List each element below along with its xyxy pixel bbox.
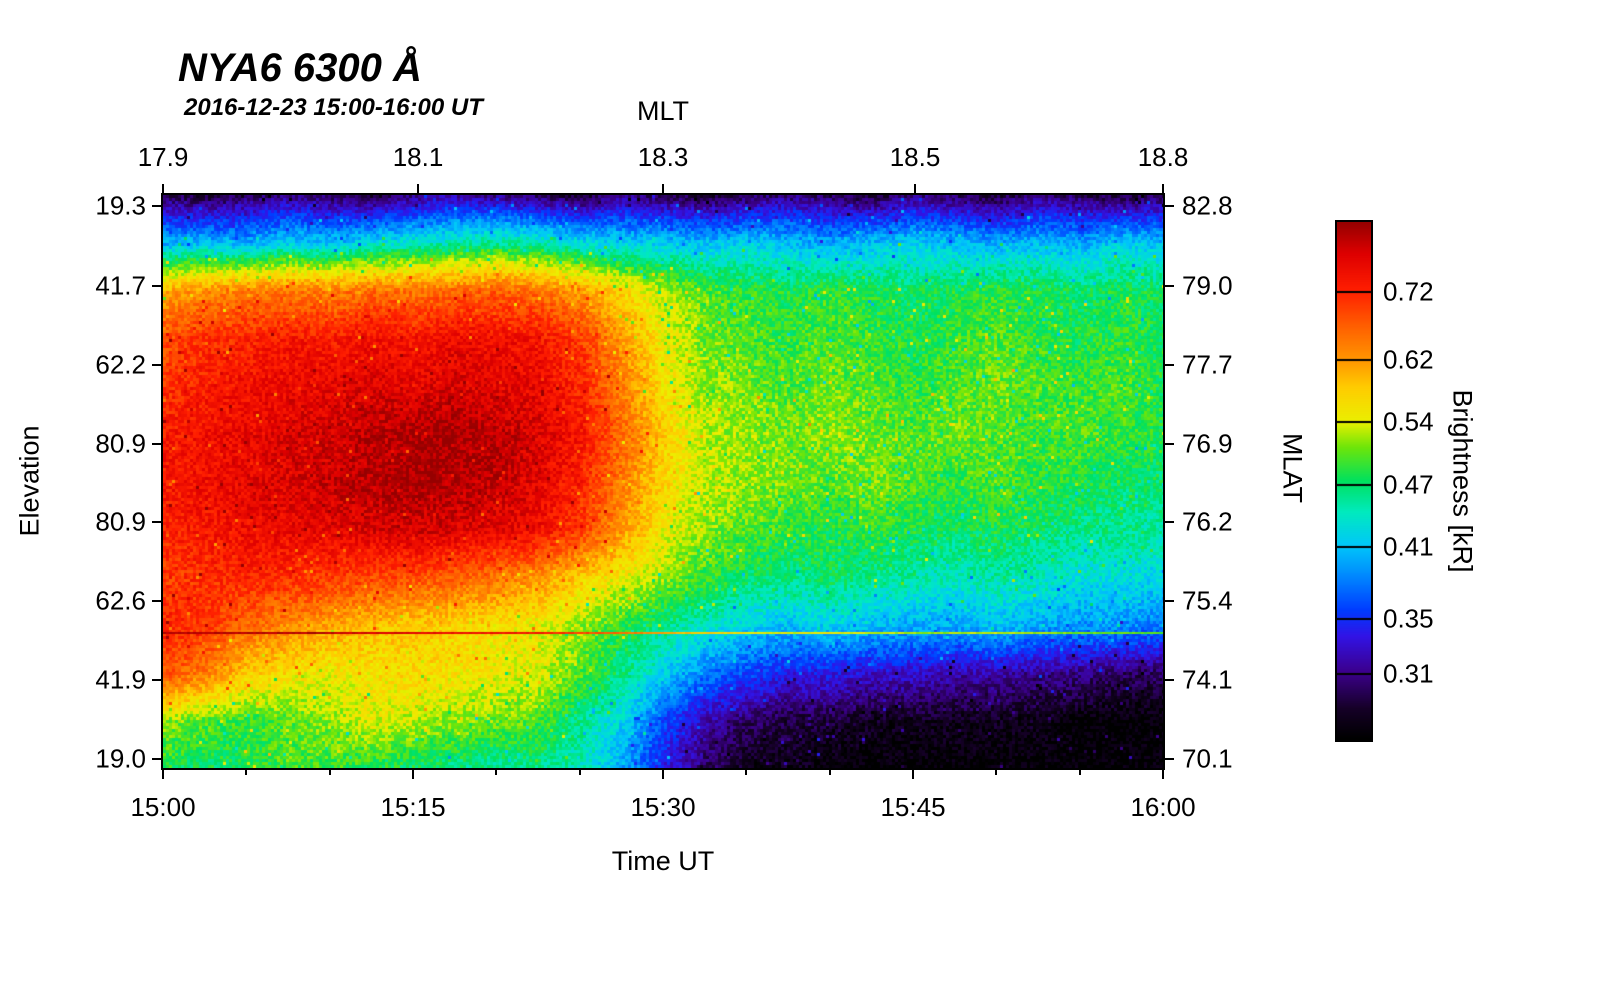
time-tick-label: 15:30 — [630, 792, 696, 822]
mlat-tick-mark — [1165, 284, 1174, 287]
mlat-tick-label: 76.2 — [1182, 506, 1233, 537]
elevation-tick-mark — [152, 679, 161, 682]
mlat-tick-label: 82.8 — [1182, 190, 1233, 221]
elevation-tick-label: 19.3 — [95, 190, 146, 221]
time-minor-tick-mark — [828, 770, 831, 775]
colorbar-tick-label: 0.31 — [1383, 658, 1434, 689]
mlat-tick-label: 75.4 — [1182, 585, 1233, 616]
time-minor-tick-mark — [328, 770, 331, 775]
mlat-tick-mark — [1165, 521, 1174, 524]
time-tick-mark — [912, 770, 914, 779]
time-minor-tick-mark — [745, 770, 748, 775]
elevation-tick-mark — [152, 600, 161, 603]
chart-subtitle: 2016-12-23 15:00-16:00 UT — [184, 94, 483, 121]
elevation-tick-label: 62.2 — [95, 349, 146, 380]
elevation-tick-mark — [152, 521, 161, 524]
mlt-tick-mark — [1162, 184, 1164, 193]
elevation-tick-mark — [152, 758, 161, 761]
time-minor-tick-mark — [995, 770, 998, 775]
elevation-tick-mark — [152, 442, 161, 445]
mlat-tick-mark — [1165, 442, 1174, 445]
time-tick-label: 16:00 — [1130, 792, 1196, 822]
time-minor-tick-mark — [495, 770, 498, 775]
mlt-tick-label: 18.3 — [637, 142, 689, 172]
elevation-tick-label: 62.6 — [95, 585, 146, 616]
time-tick-mark — [1162, 770, 1164, 779]
colorbar-tick-label: 0.62 — [1383, 344, 1434, 375]
mlt-axis-title: MLT — [637, 96, 689, 126]
mlat-tick-mark — [1165, 363, 1174, 366]
mlat-tick-label: 79.0 — [1182, 270, 1233, 301]
mlat-axis-title: MLAT — [1277, 432, 1308, 504]
chart-title: NYA6 6300 Å — [178, 46, 422, 90]
mlat-tick-label: 77.7 — [1182, 349, 1233, 380]
time-minor-tick-mark — [1078, 770, 1081, 775]
mlat-tick-label: 70.1 — [1182, 743, 1233, 774]
mlt-tick-label: 17.9 — [137, 142, 189, 172]
colorbar-tick-label: 0.35 — [1383, 603, 1434, 634]
time-tick-label: 15:45 — [880, 792, 946, 822]
mlt-tick-mark — [662, 184, 664, 193]
colorbar-tick-label: 0.72 — [1383, 276, 1434, 307]
colorbar-tick-label: 0.47 — [1383, 469, 1434, 500]
elevation-tick-label: 19.0 — [95, 743, 146, 774]
mlt-tick-label: 18.1 — [392, 142, 444, 172]
elevation-axis-title: Elevation — [14, 425, 45, 537]
mlt-tick-mark — [162, 184, 164, 193]
mlt-tick-label: 18.8 — [1137, 142, 1189, 172]
time-tick-label: 15:00 — [130, 792, 196, 822]
time-tick-mark — [662, 770, 664, 779]
elevation-tick-mark — [152, 205, 161, 208]
time-minor-tick-mark — [578, 770, 581, 775]
elevation-tick-label: 80.9 — [95, 428, 146, 459]
mlat-tick-mark — [1165, 205, 1174, 208]
plot-frame — [161, 193, 1165, 770]
mlt-tick-label: 18.5 — [889, 142, 941, 172]
elevation-tick-mark — [152, 363, 161, 366]
elevation-tick-label: 80.9 — [95, 506, 146, 537]
colorbar-frame — [1335, 220, 1373, 742]
time-tick-label: 15:15 — [380, 792, 446, 822]
elevation-tick-label: 41.9 — [95, 664, 146, 695]
colorbar-tick-label: 0.54 — [1383, 406, 1434, 437]
elevation-tick-mark — [152, 284, 161, 287]
elevation-tick-label: 41.7 — [95, 270, 146, 301]
colorbar-title: Brightness [kR] — [1447, 389, 1478, 573]
mlat-tick-mark — [1165, 679, 1174, 682]
time-axis-title: Time UT — [611, 846, 715, 876]
time-minor-tick-mark — [245, 770, 248, 775]
mlat-tick-label: 74.1 — [1182, 664, 1233, 695]
mlat-tick-mark — [1165, 758, 1174, 761]
mlt-tick-mark — [914, 184, 916, 193]
time-tick-mark — [162, 770, 164, 779]
time-tick-mark — [412, 770, 414, 779]
mlat-tick-mark — [1165, 600, 1174, 603]
colorbar-tick-label: 0.41 — [1383, 531, 1434, 562]
mlat-tick-label: 76.9 — [1182, 428, 1233, 459]
mlt-tick-mark — [417, 184, 419, 193]
colorbar-canvas — [1337, 222, 1371, 740]
heatmap-canvas — [163, 195, 1163, 768]
